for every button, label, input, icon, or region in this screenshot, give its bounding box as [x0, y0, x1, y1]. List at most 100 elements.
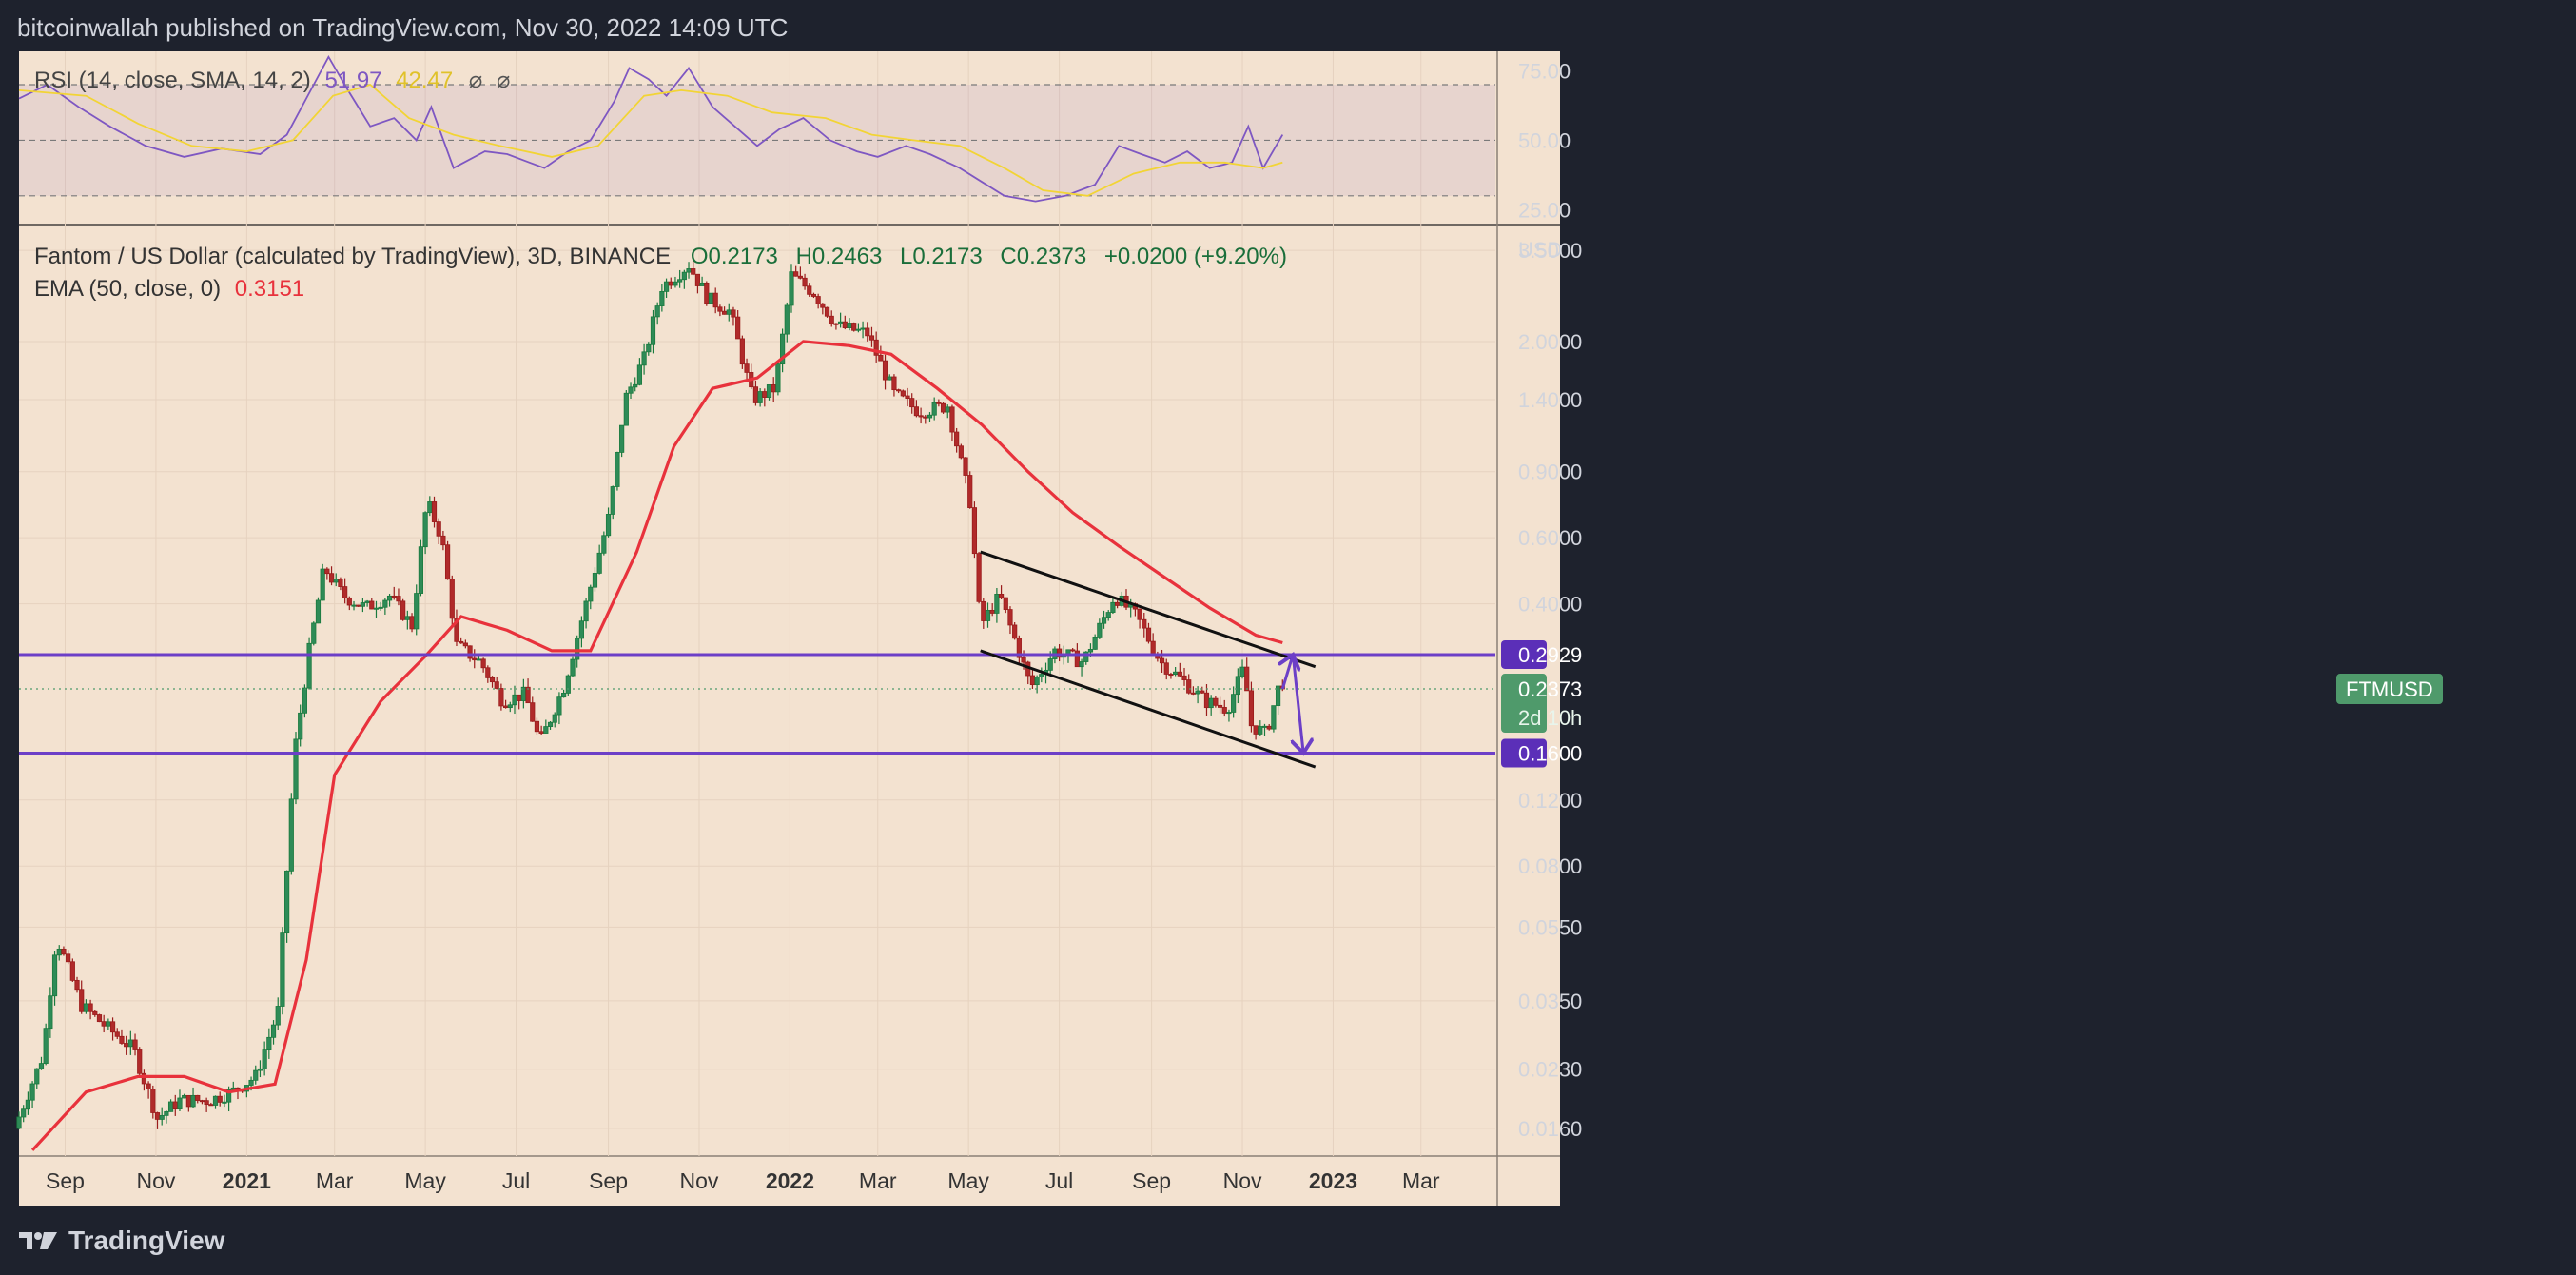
candle: [552, 712, 557, 728]
candle-body: [735, 316, 741, 340]
candle: [311, 621, 317, 646]
candle: [25, 1091, 30, 1115]
candle: [909, 393, 915, 414]
candle-body: [963, 457, 968, 476]
time-axis-bg: [19, 1156, 1560, 1206]
candle: [150, 1085, 156, 1119]
candle-body: [146, 1083, 151, 1089]
candle: [619, 424, 625, 458]
candle-body: [887, 376, 892, 381]
candle-body: [440, 535, 446, 546]
candle-body: [726, 309, 732, 315]
candle-body: [485, 667, 491, 678]
candle-body: [1047, 658, 1053, 671]
candle-body: [404, 616, 410, 620]
candle-body: [1087, 648, 1094, 653]
candle: [525, 678, 531, 704]
candle-body: [396, 596, 401, 602]
candle-body: [127, 1039, 133, 1048]
candle-body: [449, 579, 455, 619]
candle: [29, 1081, 35, 1108]
candle-body: [998, 594, 1005, 598]
candle: [650, 309, 656, 354]
candle-body: [69, 961, 75, 981]
candle-body: [1235, 676, 1240, 696]
candle-body: [807, 285, 812, 295]
candle-body: [744, 363, 750, 373]
candle-body: [762, 391, 768, 398]
rsi-sma-value: 42.47: [396, 68, 454, 93]
candle-body: [29, 1083, 35, 1101]
candle-body: [971, 507, 978, 555]
candle-body: [378, 606, 383, 609]
time-tick-label: Sep: [46, 1168, 85, 1193]
candle: [328, 566, 335, 586]
ema-value: 0.3151: [234, 276, 305, 302]
projection-arrow-down: [1293, 654, 1303, 754]
candle-body: [659, 291, 665, 306]
time-tick-label: 2021: [223, 1168, 271, 1193]
candle-body: [927, 414, 933, 419]
candle: [480, 657, 486, 673]
channel-line: [980, 550, 1317, 669]
candle: [578, 616, 584, 648]
candle-body: [605, 514, 612, 537]
candle-body: [311, 622, 317, 644]
tradingview-logo-icon: [19, 1232, 57, 1249]
candle: [396, 588, 401, 606]
candle-body: [56, 948, 62, 956]
level-price-tag: [1501, 639, 1547, 669]
symbol-tag-text: FTMUSD: [2346, 677, 2433, 701]
candle: [592, 567, 598, 592]
candle: [1181, 667, 1187, 686]
candle-body: [391, 595, 397, 598]
candle: [132, 1033, 138, 1056]
candle-body: [154, 1112, 161, 1120]
candle: [927, 412, 933, 422]
candle-body: [1039, 674, 1044, 677]
candle: [43, 1023, 49, 1066]
candle: [628, 382, 634, 399]
ohlc-change: +0.0200 (+9.20%): [1103, 244, 1287, 269]
candle-body: [43, 1028, 49, 1064]
candle-body: [257, 1068, 263, 1071]
candle: [302, 684, 307, 718]
symbol-tag: [2336, 674, 2443, 705]
candle-body: [480, 658, 486, 669]
candle: [1039, 667, 1044, 683]
candle: [1221, 699, 1227, 717]
candle: [270, 1020, 277, 1045]
candle-body: [824, 306, 830, 317]
candle: [1110, 597, 1116, 615]
candle: [92, 1010, 98, 1017]
candle: [431, 496, 438, 528]
candle-body: [623, 392, 629, 426]
candle: [633, 377, 638, 392]
candle: [1226, 709, 1232, 722]
candle: [807, 283, 812, 297]
candle-body: [1150, 640, 1156, 655]
candle: [824, 306, 830, 318]
candle-body: [1021, 657, 1026, 663]
candle: [940, 402, 946, 414]
candle-body: [1092, 637, 1098, 650]
candle: [1137, 608, 1142, 629]
candle-body: [512, 694, 517, 706]
candle-body: [820, 303, 826, 308]
candle: [610, 485, 615, 520]
candle: [69, 958, 75, 982]
candle: [315, 597, 322, 624]
candle-body: [1244, 666, 1250, 692]
candle-body: [615, 452, 620, 487]
candle: [114, 1028, 120, 1040]
candle: [896, 388, 902, 394]
candle-body: [119, 1035, 125, 1044]
candle: [1012, 621, 1018, 640]
candle-body: [1186, 679, 1192, 694]
level-price-tag: [1501, 738, 1547, 768]
tradingview-brand: TradingView: [68, 1226, 225, 1255]
candle-body: [1105, 612, 1111, 618]
rsi-tick-label: 25.00: [1518, 198, 1571, 222]
candle-body: [1208, 697, 1214, 709]
